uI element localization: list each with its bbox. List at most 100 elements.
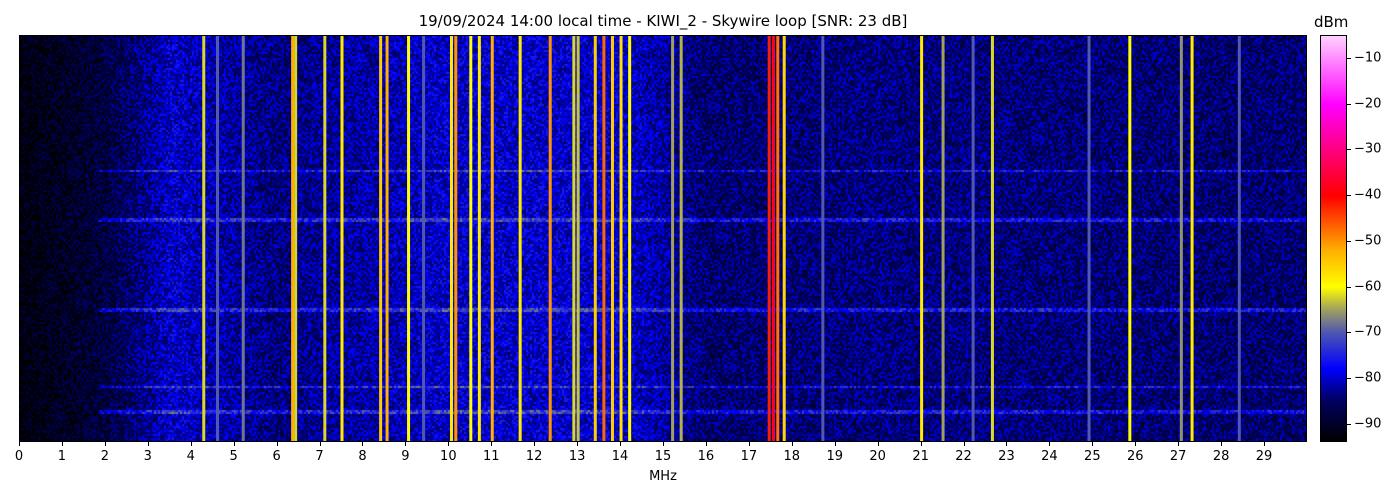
colorbar <box>1320 35 1347 442</box>
x-tick-label: 22 <box>955 449 972 464</box>
x-tick <box>748 442 750 446</box>
x-tick-label: 24 <box>1041 449 1058 464</box>
x-tick <box>834 442 836 446</box>
x-tick <box>791 442 793 446</box>
signal-carrier <box>241 36 245 441</box>
signal-carrier <box>593 36 597 441</box>
x-tick <box>491 442 493 446</box>
colorbar-tick-label: −70 <box>1354 324 1382 340</box>
colorbar-tick-label: −60 <box>1354 279 1382 295</box>
x-tick <box>577 442 579 446</box>
signal-carrier <box>449 36 453 441</box>
x-tick-label: 21 <box>912 449 929 464</box>
signal-carrier <box>548 36 552 441</box>
signal-carrier <box>477 36 481 441</box>
spectrogram-plot <box>19 35 1307 442</box>
noise-floor-heatmap <box>20 36 1306 441</box>
signal-carrier <box>602 36 606 441</box>
colorbar-tick-label: −10 <box>1354 50 1382 66</box>
x-axis: 0 1 2 3 4 5 6 7 8 9 10 11 12 13 14 15 16 17 18 19 20 21 22 23 24… <box>15 442 1307 464</box>
signal-carrier <box>1179 36 1183 441</box>
signal-carrier <box>454 36 458 441</box>
x-tick-label: 10 <box>440 449 457 464</box>
colorbar-tick-label: −40 <box>1354 187 1382 203</box>
x-tick-label: 7 <box>315 449 324 464</box>
x-tick-label: 28 <box>1212 449 1230 464</box>
signal-carrier <box>920 36 924 441</box>
signal-carrier <box>576 36 580 441</box>
signal-carrier <box>941 36 945 441</box>
x-tick <box>1264 442 1266 446</box>
signal-layer <box>202 36 1241 441</box>
x-tick <box>1135 442 1137 446</box>
colorbar-tick <box>1347 195 1351 197</box>
signal-carrier <box>782 36 786 441</box>
signal-carrier <box>679 36 683 441</box>
colorbar-tick <box>1347 103 1351 105</box>
x-tick <box>1049 442 1051 446</box>
colorbar-tick-label: −90 <box>1354 416 1382 432</box>
colorbar-tick <box>1347 332 1351 334</box>
x-tick-label: 11 <box>482 449 500 464</box>
signal-carrier <box>1128 36 1132 441</box>
x-tick-label: 25 <box>1084 449 1101 464</box>
signal-carrier <box>323 36 327 441</box>
x-tick-label: 15 <box>654 449 672 464</box>
x-tick-label: 20 <box>869 449 886 464</box>
signal-carrier <box>379 36 383 441</box>
x-tick <box>877 442 879 446</box>
x-tick <box>534 442 536 446</box>
colorbar-tick-label: −20 <box>1354 96 1382 112</box>
signal-carrier <box>407 36 411 441</box>
x-tick-label: 29 <box>1255 449 1273 464</box>
colorbar-tick <box>1347 240 1351 242</box>
x-tick <box>1221 442 1223 446</box>
x-tick <box>963 442 965 446</box>
x-tick-label: 27 <box>1169 449 1187 464</box>
x-tick <box>104 442 106 446</box>
signal-carrier <box>971 36 975 441</box>
x-tick <box>61 442 63 446</box>
colorbar-tick <box>1347 377 1351 379</box>
colorbar-tick-label: −80 <box>1354 370 1382 386</box>
signal-carrier <box>610 36 614 441</box>
x-tick <box>190 442 192 446</box>
signal-carrier <box>490 36 494 441</box>
x-tick-label: 0 <box>14 449 24 464</box>
x-tick-label: 3 <box>143 449 152 464</box>
colorbar-tick <box>1347 57 1351 59</box>
x-tick <box>276 442 278 446</box>
signal-carrier <box>1087 36 1091 441</box>
x-tick <box>1178 442 1180 446</box>
signal-carrier <box>1237 36 1241 441</box>
signal-carrier <box>518 36 522 441</box>
signal-carrier <box>671 36 675 441</box>
x-tick <box>1092 442 1094 446</box>
signal-carrier <box>215 36 219 441</box>
x-tick-label: 19 <box>826 449 843 464</box>
x-tick-label: 16 <box>697 449 715 464</box>
x-tick <box>620 442 622 446</box>
x-tick-label: 6 <box>272 449 281 464</box>
colorbar-tick-label: −30 <box>1354 141 1382 157</box>
x-tick <box>362 442 364 446</box>
chart-title: 19/09/2024 14:00 local time - KIWI_2 - S… <box>418 12 908 30</box>
signal-carrier <box>202 36 206 441</box>
x-tick-label: 14 <box>611 449 629 464</box>
signal-carrier <box>1190 36 1194 441</box>
colorbar-tick <box>1347 286 1351 288</box>
signal-carrier <box>771 36 775 441</box>
signal-carrier <box>767 36 771 441</box>
signal-carrier <box>340 36 344 441</box>
colorbar-tick <box>1347 423 1351 425</box>
x-axis-label: MHz <box>649 469 677 484</box>
x-tick-label: 5 <box>229 449 238 464</box>
colorbar-tick-label: −50 <box>1354 233 1382 249</box>
x-tick-label: 8 <box>358 449 367 464</box>
colorbar-tick <box>1347 149 1351 151</box>
signal-carrier <box>291 36 295 441</box>
x-tick-label: 18 <box>783 449 801 464</box>
colorbar-label: dBm <box>1314 13 1349 31</box>
x-tick-label: 4 <box>186 449 195 464</box>
x-tick-label: 23 <box>998 449 1015 464</box>
